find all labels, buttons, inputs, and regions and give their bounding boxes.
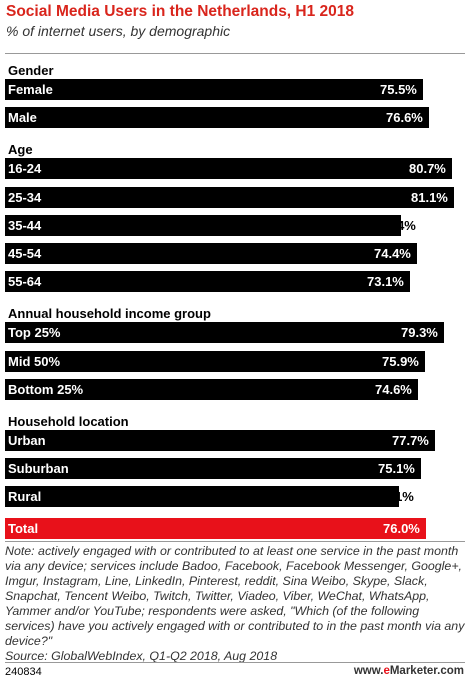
bar-label: Rural [8, 489, 42, 505]
group-label-gender: Gender [8, 63, 54, 78]
bar-value-label: 71.4% [379, 217, 416, 233]
bar-value-label: 76.6% [386, 110, 423, 126]
bar-label: 55-64 [8, 274, 42, 290]
bar-value-label: 79.3% [401, 325, 438, 341]
chart-subtitle: % of internet users, by demographic [6, 23, 231, 39]
bar-label: Top 25% [8, 325, 61, 341]
chart-title: Social Media Users in the Netherlands, H… [6, 3, 355, 20]
bar-45-54 [5, 243, 417, 264]
bar-label: 25-34 [8, 189, 42, 205]
brand-logo: www.eMarketer.com [354, 665, 464, 677]
chart-id: 240834 [5, 666, 42, 678]
bar-label: Suburban [8, 461, 69, 477]
bar-value-label: 76.0% [383, 520, 420, 536]
bar-value-label: 75.9% [382, 353, 419, 369]
bar-value-label: 74.4% [374, 246, 411, 261]
bottom-divider [5, 541, 465, 542]
bar-35-44 [5, 214, 401, 236]
bar-label: Female [8, 82, 53, 97]
group-label-age: Age [8, 142, 33, 158]
brand-e: e [383, 665, 390, 677]
bar-16-24 [5, 158, 452, 180]
bar-value-label: 80.7% [409, 161, 446, 177]
bar-label: Urban [8, 433, 46, 448]
group-label-annual-household-income-group: Annual household income group [8, 306, 211, 322]
bar-male [5, 107, 429, 129]
top-divider [5, 53, 465, 54]
brand-prefix: www. [353, 665, 384, 677]
bar-label: 16-24 [8, 161, 42, 177]
bar-value-label: 71.1% [377, 489, 414, 505]
bar-label: Male [8, 110, 37, 126]
chart-note: Note: actively engaged with or contribut… [5, 544, 467, 664]
bar-25-34 [5, 186, 454, 208]
bar-label: Mid 50% [8, 353, 61, 369]
bar-female [5, 79, 423, 100]
bar-label: Total [8, 520, 39, 536]
bar-rural [5, 486, 399, 508]
bar-55-64 [5, 271, 410, 293]
bar-value-label: 81.1% [411, 189, 448, 205]
bar-value-label: 74.6% [375, 381, 412, 397]
bar-value-label: 75.1% [378, 461, 415, 477]
bar-bottom-25 [5, 378, 418, 400]
bar-value-label: 77.7% [392, 433, 429, 448]
bar-value-label: 75.5% [380, 82, 417, 97]
bar-top-25 [5, 322, 444, 344]
bar-mid-50 [5, 350, 425, 372]
group-label-household-location: Household location [8, 414, 129, 429]
bar-urban [5, 430, 435, 451]
bar-label: Bottom 25% [8, 381, 84, 397]
bar-suburban [5, 458, 421, 480]
bar-total [5, 517, 426, 539]
note-text: Note: actively engaged with or contribut… [5, 544, 465, 648]
bar-label: 45-54 [8, 246, 42, 261]
footer-divider [5, 662, 465, 663]
bar-label: 35-44 [8, 217, 42, 233]
source-text: Source: GlobalWebIndex, Q1-Q2 2018, Aug … [5, 649, 278, 663]
bar-value-label: 73.1% [367, 274, 404, 290]
brand-suffix: Marketer.com [389, 665, 464, 677]
